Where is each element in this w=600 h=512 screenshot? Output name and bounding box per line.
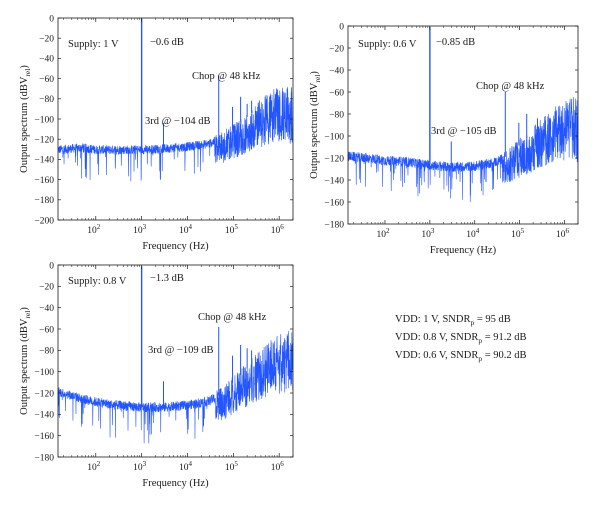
- y-tick-label: −80: [39, 347, 54, 357]
- y-tick-label: −80: [329, 110, 344, 120]
- summary-line-1: VDD: 1 V, SNDRp = 95 dB: [395, 314, 511, 328]
- y-axis-label: Output spectrum (dBVrel): [19, 65, 32, 173]
- y-axis-label: Output spectrum (dBVrel): [19, 307, 32, 415]
- annotation-2-1: Supply: 0.6 V: [358, 39, 417, 50]
- x-tick-label: 104: [179, 460, 193, 473]
- y-tick-label: −60: [329, 88, 344, 98]
- y-tick-label: −40: [39, 55, 54, 65]
- annotation-1-2: −0.6 dB: [150, 37, 184, 48]
- y-tick-label: 0: [49, 261, 54, 271]
- x-tick-label: 106: [271, 460, 285, 473]
- annotation-2-4: 3rd @ −105 dB: [431, 126, 496, 137]
- x-tick-label: 105: [511, 227, 525, 240]
- summary-line-2: VDD: 0.8 V, SNDRp = 91.2 dB: [395, 332, 527, 346]
- annotation-3-2: −1.3 dB: [150, 273, 184, 284]
- y-tick-label: −40: [329, 66, 344, 76]
- x-tick-label: 105: [225, 223, 239, 236]
- x-tick-label: 102: [87, 460, 101, 473]
- annotation-1-3: Chop @ 48 kHz: [192, 71, 261, 82]
- x-tick-label: 103: [421, 227, 435, 240]
- y-tick-label: 0: [339, 22, 344, 32]
- spectrum-trace-2: [348, 97, 578, 202]
- x-tick-label: 106: [271, 223, 285, 236]
- y-tick-label: −180: [324, 220, 344, 230]
- chart-panel-2: 0 −20 −40 −60 −80 −100 −120 −140 −160 −180 102 103 1…: [309, 22, 579, 256]
- y-tick-label: −140: [34, 411, 54, 421]
- y-tick-label: −180: [34, 453, 54, 463]
- x-tick-label: 104: [179, 223, 193, 236]
- y-tick-label: −200: [34, 216, 54, 226]
- x-tick-label: 103: [133, 223, 147, 236]
- y-tick-label: −60: [39, 75, 54, 85]
- y-tick-label: −40: [39, 304, 54, 314]
- plot-frame-2: [347, 25, 579, 225]
- y-tick-label: −60: [39, 325, 54, 335]
- x-tick-label: 103: [133, 460, 147, 473]
- x-axis-label: Frequency (Hz): [142, 478, 209, 489]
- y-tick-label: 0: [49, 14, 54, 24]
- y-tick-label: −140: [324, 176, 344, 186]
- y-tick-label: −20: [39, 283, 54, 293]
- spectrum-trace-3: [58, 331, 293, 444]
- chart-panel-3: 0 −20 −40 −60 −80 −100 −120 −140 −160 −180 102 103 1…: [19, 261, 294, 489]
- y-tick-label: −160: [324, 198, 344, 208]
- y-tick-label: −20: [329, 44, 344, 54]
- x-tick-label: 102: [376, 227, 390, 240]
- y-tick-label: −160: [34, 176, 54, 186]
- y-tick-label: −100: [34, 368, 54, 378]
- spectrum-trace-1: [58, 87, 293, 182]
- chart-panel-1: 0 −20 −40 −60 −80 −100 −120 −140 −160 −180 −200 102…: [19, 14, 294, 252]
- annotation-3-4: 3rd @ −109 dB: [148, 345, 213, 356]
- annotation-3-3: Chop @ 48 kHz: [198, 312, 267, 323]
- y-tick-label: −80: [39, 95, 54, 105]
- y-tick-label: −120: [34, 136, 54, 146]
- x-axis-label: Frequency (Hz): [430, 245, 497, 256]
- y-tick-label: −20: [39, 35, 54, 45]
- annotation-1-1: Supply: 1 V: [68, 39, 119, 50]
- y-tick-label: −100: [324, 132, 344, 142]
- plot-frame-3: [57, 264, 294, 458]
- annotation-3-1: Supply: 0.8 V: [68, 276, 127, 287]
- y-axis-label: Output spectrum (dBVrel): [309, 71, 322, 179]
- x-tick-label: 104: [466, 227, 480, 240]
- y-tick-label: −100: [34, 115, 54, 125]
- x-tick-label: 102: [87, 223, 101, 236]
- y-tick-label: −120: [34, 389, 54, 399]
- annotation-1-4: 3rd @ −104 dB: [145, 116, 210, 127]
- x-tick-label: 106: [556, 227, 570, 240]
- y-tick-label: −180: [34, 196, 54, 206]
- summary-line-3: VDD: 0.6 V, SNDRp = 90.2 dB: [395, 350, 527, 364]
- y-tick-label: −120: [324, 154, 344, 164]
- y-tick-label: −160: [34, 432, 54, 442]
- y-tick-label: −140: [34, 156, 54, 166]
- annotation-2-2: −0.85 dB: [436, 37, 475, 48]
- x-axis-label: Frequency (Hz): [142, 241, 209, 252]
- x-tick-label: 105: [225, 460, 239, 473]
- annotation-2-3: Chop @ 48 kHz: [476, 81, 545, 92]
